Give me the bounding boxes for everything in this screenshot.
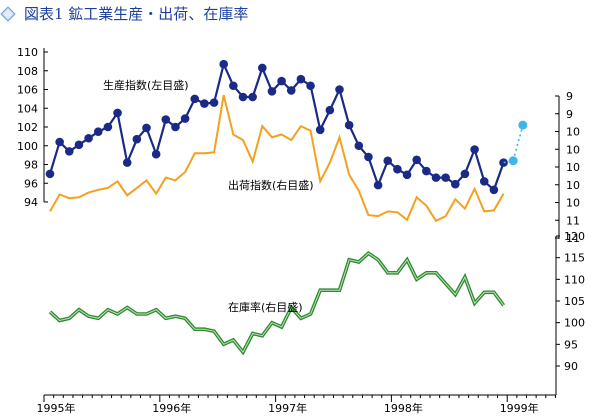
production-point (286, 86, 296, 95)
inventory-y-tick-label: 95 (564, 338, 578, 351)
title-icon (0, 6, 16, 22)
production-point (200, 99, 209, 108)
right-y-ticks: 9 9 10 10 10 10 10 11 11 (555, 90, 580, 245)
production-point (354, 141, 364, 151)
left-y-tick-label: 102 (17, 121, 38, 134)
left-y-tick-label: 104 (17, 102, 38, 115)
production-point (209, 98, 219, 107)
production-point (84, 133, 93, 143)
production-point (422, 166, 431, 176)
x-tick-label: 1999年 (500, 401, 539, 415)
shipments-line (49, 94, 505, 223)
shipments-series (49, 94, 505, 223)
production-series-label: 生産指数(左目盛) (103, 78, 189, 92)
production-point (229, 81, 238, 91)
forecast-point (518, 120, 528, 130)
production-point (335, 85, 344, 94)
right-y-tick-label: 10 (566, 197, 580, 210)
chart-title: 図表1 鉱工業生産・出荷、在庫率 (24, 5, 248, 23)
production-point (74, 140, 84, 150)
production-point (479, 177, 489, 186)
production-point (238, 92, 248, 102)
production-point (219, 59, 228, 69)
production-point (248, 92, 257, 102)
right-y-tick-label: 11 (566, 232, 580, 245)
production-point (180, 114, 190, 123)
production-point (402, 170, 412, 180)
right-y-tick-label: 10 (566, 161, 580, 174)
left-y-tick-label: 96 (24, 177, 38, 190)
production-point (113, 108, 122, 118)
production-point (412, 155, 422, 165)
production-point (306, 81, 315, 91)
production-point (431, 173, 441, 182)
production-point (364, 152, 373, 162)
inventory-y-ticks: 90 95 100 105 110 115 120 (556, 230, 585, 373)
production-point (171, 122, 180, 132)
production-point (393, 164, 402, 174)
production-point (277, 76, 286, 86)
x-tick-label: 1997年 (268, 401, 307, 415)
left-y-tick-label: 106 (17, 84, 38, 97)
production-point (344, 120, 354, 130)
right-y-tick-label: 9 (566, 90, 573, 103)
left-y-tick-label: 100 (17, 140, 38, 153)
left-y-tick-label: 108 (17, 65, 38, 78)
production-point (373, 180, 383, 190)
left-y-tick-label: 98 (24, 159, 38, 172)
production-point (55, 137, 64, 147)
inventory-series (48, 251, 506, 356)
production-point (441, 173, 450, 182)
production-point (499, 158, 508, 167)
right-y-tick-label: 11 (566, 214, 580, 227)
production-point (132, 134, 142, 144)
x-tick-label: 1998年 (384, 401, 423, 415)
right-y-tick-label: 9 (566, 108, 573, 121)
left-y-tick-label: 110 (17, 46, 38, 59)
inventory-y-tick-label: 105 (564, 295, 585, 308)
production-point (315, 125, 325, 135)
right-y-tick-label: 10 (566, 143, 580, 156)
inventory-series-label: 在庫率(右目盛) (228, 300, 303, 314)
left-y-tick-label: 94 (24, 196, 38, 209)
inventory-line-highlight (49, 252, 505, 354)
right-y-tick-label: 10 (566, 126, 580, 139)
production-point (470, 145, 479, 154)
production-point (267, 87, 277, 96)
production-point (460, 169, 470, 179)
x-ticks: 1995年 1996年 1997年 1998年 1999年 (37, 395, 556, 415)
production-point (142, 123, 151, 133)
production-point (451, 179, 460, 189)
production-point (296, 74, 306, 84)
production-series (45, 59, 508, 195)
left-y-ticks: 94 96 98 100 102 104 106 108 110 (17, 46, 48, 209)
production-point (190, 94, 200, 104)
production-point (161, 115, 171, 124)
inventory-y-tick-label: 100 (564, 317, 585, 330)
x-tick-label: 1995年 (37, 401, 76, 415)
shipments-series-label: 出荷指数(右目盛) (228, 178, 314, 192)
production-point (151, 149, 161, 159)
production-point (65, 147, 74, 156)
inventory-y-tick-label: 120 (564, 230, 585, 243)
production-point (93, 127, 103, 136)
inventory-y-tick-label: 90 (564, 360, 578, 373)
production-point (45, 169, 55, 179)
production-forecast-series (503, 120, 528, 166)
forecast-point (508, 156, 518, 166)
production-point (122, 158, 132, 167)
production-point (383, 156, 393, 166)
x-tick-label: 1996年 (152, 401, 191, 415)
inventory-y-tick-label: 115 (564, 252, 585, 265)
right-y-tick-label: 10 (566, 179, 580, 192)
production-point (489, 185, 499, 195)
production-point (258, 63, 267, 73)
production-point (103, 122, 113, 132)
inventory-y-tick-label: 110 (564, 273, 585, 286)
production-point (325, 105, 335, 115)
